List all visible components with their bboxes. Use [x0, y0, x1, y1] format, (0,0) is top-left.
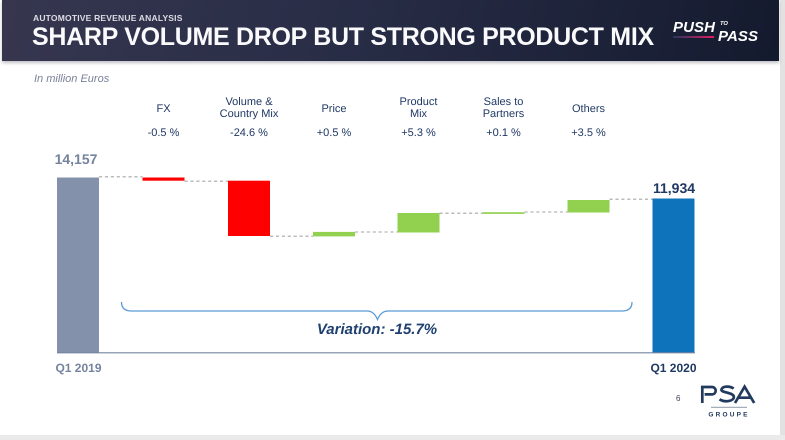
- svg-text:GROUPE: GROUPE: [708, 412, 749, 419]
- svg-text:Others: Others: [572, 103, 606, 115]
- svg-text:+5.3 %: +5.3 %: [401, 127, 436, 139]
- svg-text:Mix: Mix: [410, 108, 428, 120]
- svg-text:+3.5 %: +3.5 %: [571, 127, 606, 139]
- svg-text:Price: Price: [321, 103, 346, 115]
- svg-text:Partners: Partners: [483, 108, 525, 120]
- svg-text:Volume &: Volume &: [225, 96, 273, 108]
- svg-text:-0.5 %: -0.5 %: [148, 127, 180, 139]
- svg-text:FX: FX: [156, 103, 171, 115]
- svg-text:14,157: 14,157: [55, 151, 98, 167]
- svg-text:+0.1 %: +0.1 %: [486, 127, 521, 139]
- svg-text:Country Mix: Country Mix: [220, 108, 279, 120]
- svg-text:Q1 2019: Q1 2019: [55, 361, 101, 375]
- svg-text:Product: Product: [400, 96, 438, 108]
- svg-text:11,934: 11,934: [653, 180, 695, 196]
- svg-text:+0.5 %: +0.5 %: [317, 127, 352, 139]
- svg-text:Q1 2020: Q1 2020: [650, 361, 696, 375]
- svg-text:Sales to: Sales to: [484, 96, 524, 108]
- svg-text:-24.6 %: -24.6 %: [230, 127, 268, 139]
- svg-text:Variation: -15.7%: Variation: -15.7%: [317, 321, 437, 338]
